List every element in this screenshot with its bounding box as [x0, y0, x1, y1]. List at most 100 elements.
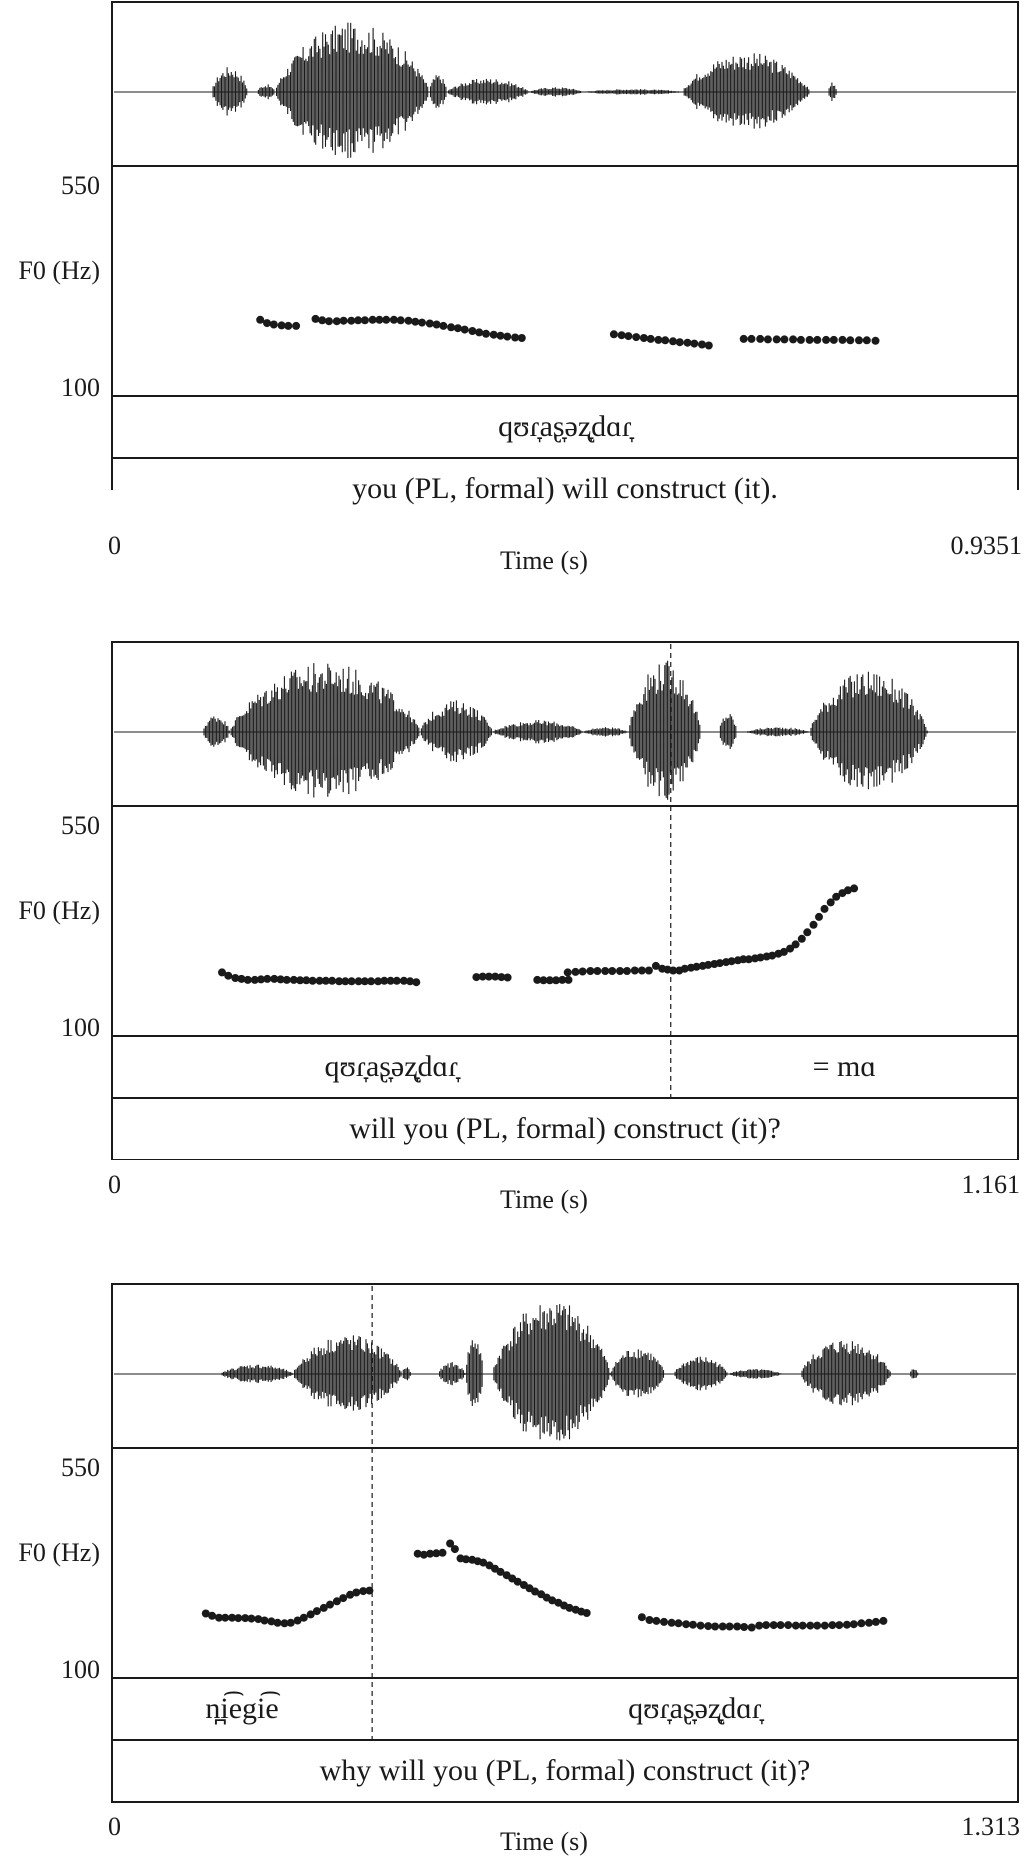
f0-point — [571, 967, 580, 976]
pitch-panel-2: 550 F0 (Hz) 100 0 Time (s) 1.161 qʊɾ̞aʂ̞… — [0, 640, 1024, 1213]
waveform — [212, 22, 837, 158]
f0-point — [637, 966, 646, 975]
f0-point — [820, 1621, 829, 1630]
f0-point — [832, 892, 841, 901]
f0-point — [558, 975, 567, 984]
f0-point — [326, 1600, 334, 1609]
f0-point — [813, 1621, 822, 1630]
f0-point — [850, 884, 859, 893]
tier-box-2 — [111, 1739, 1019, 1803]
f0-point — [669, 337, 677, 346]
f0-point — [380, 976, 389, 985]
f0-point — [791, 940, 800, 949]
f0-point — [624, 332, 633, 341]
f0-point — [652, 1616, 661, 1625]
f0-point — [289, 975, 298, 984]
f0-point — [711, 1622, 720, 1631]
f0-point — [354, 977, 363, 986]
f0-point — [645, 1616, 654, 1624]
f0-point — [755, 1621, 764, 1630]
f0-point — [280, 1619, 289, 1628]
transcription-label: qʊɾ̞aʂ̞əʐ̞dɑɾ̞ — [324, 1050, 459, 1083]
f0-point — [308, 976, 317, 985]
f0-point — [269, 320, 278, 329]
f0-point — [396, 316, 405, 325]
f0-point — [221, 1613, 230, 1622]
f0-point — [315, 976, 324, 985]
f0-point — [661, 336, 670, 345]
y-tick-max: 550 — [61, 1453, 100, 1482]
f0-point — [496, 1567, 505, 1576]
f0-point — [228, 1613, 237, 1622]
x-axis-label: Time (s) — [500, 546, 588, 575]
f0-point — [806, 1621, 815, 1630]
f0-point — [517, 334, 526, 342]
f0-point — [319, 1603, 328, 1612]
y-axis-label: F0 (Hz) — [18, 1538, 100, 1567]
f0-point — [835, 1621, 844, 1630]
pitch-chart-3 — [111, 1283, 1019, 1803]
f0-point — [739, 955, 748, 964]
f0-point — [406, 977, 415, 986]
y-tick-max: 550 — [61, 171, 100, 200]
pitch-box — [111, 165, 1019, 397]
f0-point — [439, 321, 448, 330]
f0-point — [256, 315, 265, 324]
f0-point — [582, 1609, 591, 1617]
f0-point — [846, 336, 855, 345]
f0-point — [392, 976, 401, 985]
f0-point — [682, 1620, 691, 1629]
y-axis-label: F0 (Hz) — [18, 896, 100, 925]
f0-point — [497, 973, 506, 982]
f0-point — [419, 1550, 428, 1559]
f0-point — [849, 1620, 858, 1629]
f0-point — [270, 974, 279, 983]
f0-point — [690, 339, 699, 348]
waveform — [203, 660, 928, 800]
f0-point — [593, 967, 602, 975]
f0-point — [478, 972, 487, 981]
f0-point — [660, 1617, 668, 1626]
f0-point — [704, 1622, 713, 1631]
f0-point — [339, 316, 348, 325]
f0-point — [503, 973, 512, 982]
f0-point — [772, 335, 781, 344]
f0-point — [453, 324, 462, 333]
f0-point — [689, 1620, 697, 1629]
f0-point — [680, 964, 689, 973]
f0-point — [813, 335, 822, 344]
f0-point — [564, 975, 573, 984]
f0-point — [780, 335, 789, 344]
y-axis-label: F0 (Hz) — [18, 256, 100, 285]
f0-point — [789, 335, 798, 344]
f0-point — [404, 316, 413, 325]
f0-point — [218, 968, 226, 977]
transcription-label: n̪i͡egi͡e — [205, 1692, 279, 1725]
f0-point — [756, 334, 765, 343]
f0-point — [586, 967, 595, 975]
f0-point — [479, 1558, 488, 1567]
f0-point — [578, 967, 587, 976]
f0-point — [637, 1613, 646, 1622]
f0-point — [412, 978, 421, 987]
f0-point — [460, 325, 469, 334]
f0-point — [842, 1620, 851, 1629]
f0-point — [368, 315, 377, 324]
f0-point — [829, 335, 838, 344]
f0-point — [740, 1623, 749, 1631]
f0-point — [651, 961, 660, 970]
f0-point — [446, 1539, 455, 1548]
f0-point — [769, 1621, 778, 1630]
f0-point — [683, 338, 692, 347]
f0-point — [425, 319, 434, 328]
f0-point — [491, 972, 500, 981]
f0-point — [539, 976, 548, 985]
transcription-label: qʊɾ̞aʂ̞əʐ̞dɑɾ̞ — [498, 410, 632, 443]
x-axis-label: Time (s) — [500, 1827, 588, 1856]
f0-point — [725, 1622, 734, 1631]
f0-point — [552, 976, 560, 985]
f0-point — [432, 320, 441, 329]
f0-point — [601, 967, 610, 975]
f0-point — [468, 327, 477, 335]
f0-point — [386, 976, 395, 985]
